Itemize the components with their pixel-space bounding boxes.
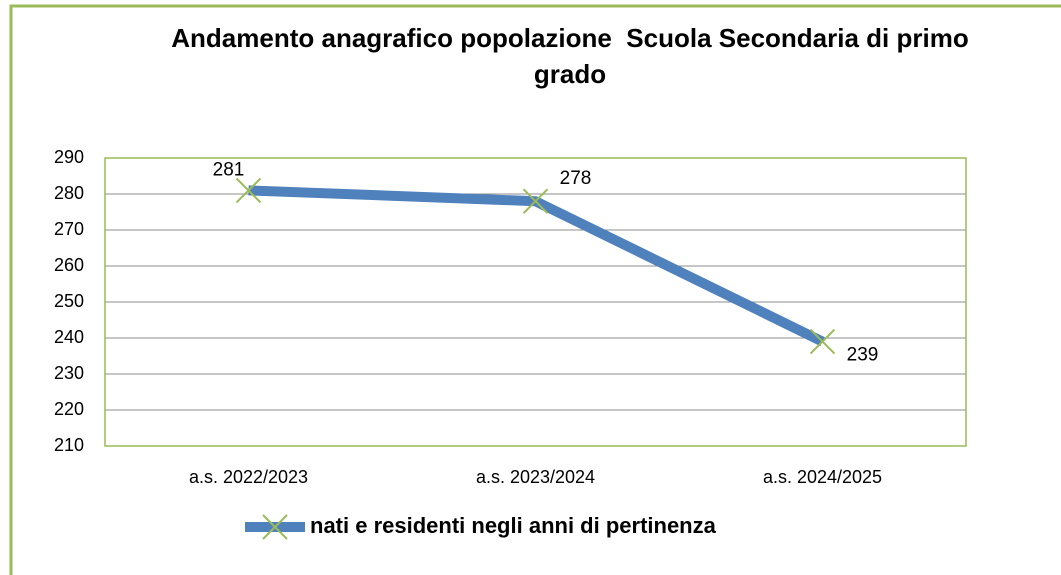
- data-label: 239: [847, 345, 879, 366]
- chart-frame: [9, 4, 1061, 575]
- data-label: 278: [560, 168, 592, 189]
- y-tick-label: 270: [54, 219, 84, 239]
- y-tick-label: 230: [54, 363, 84, 383]
- x-tick-label: a.s. 2023/2024: [476, 467, 595, 487]
- y-tick-label: 260: [54, 255, 84, 275]
- marker: [262, 514, 288, 540]
- y-tick-label: 240: [54, 327, 84, 347]
- y-tick-label: 220: [54, 399, 84, 419]
- y-tick-label: 250: [54, 291, 84, 311]
- y-tick-label: 210: [54, 435, 84, 455]
- data-label: 281: [213, 159, 245, 180]
- y-tick-label: 280: [54, 183, 84, 203]
- chart-title: Andamento anagrafico popolazione Scuola …: [171, 23, 976, 89]
- x-tick-label: a.s. 2024/2025: [763, 467, 882, 487]
- marker: [522, 188, 549, 214]
- plot-border: [104, 157, 967, 447]
- y-tick-label: 290: [54, 147, 84, 167]
- marker: [235, 177, 262, 204]
- legend-label: nati e residenti negli anni di pertinenz…: [310, 513, 717, 538]
- x-tick-label: a.s. 2022/2023: [189, 467, 308, 487]
- marker: [809, 328, 836, 355]
